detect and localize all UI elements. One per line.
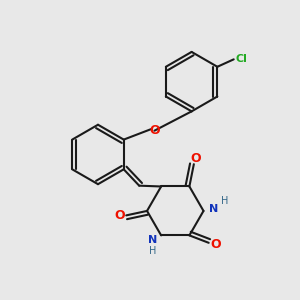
- Text: O: O: [149, 124, 160, 137]
- Text: O: O: [210, 238, 220, 251]
- Text: H: H: [221, 196, 229, 206]
- Text: H: H: [149, 246, 157, 256]
- Text: O: O: [114, 209, 125, 223]
- Text: N: N: [148, 235, 158, 245]
- Text: Cl: Cl: [235, 54, 247, 64]
- Text: O: O: [190, 152, 201, 165]
- Text: N: N: [209, 204, 218, 214]
